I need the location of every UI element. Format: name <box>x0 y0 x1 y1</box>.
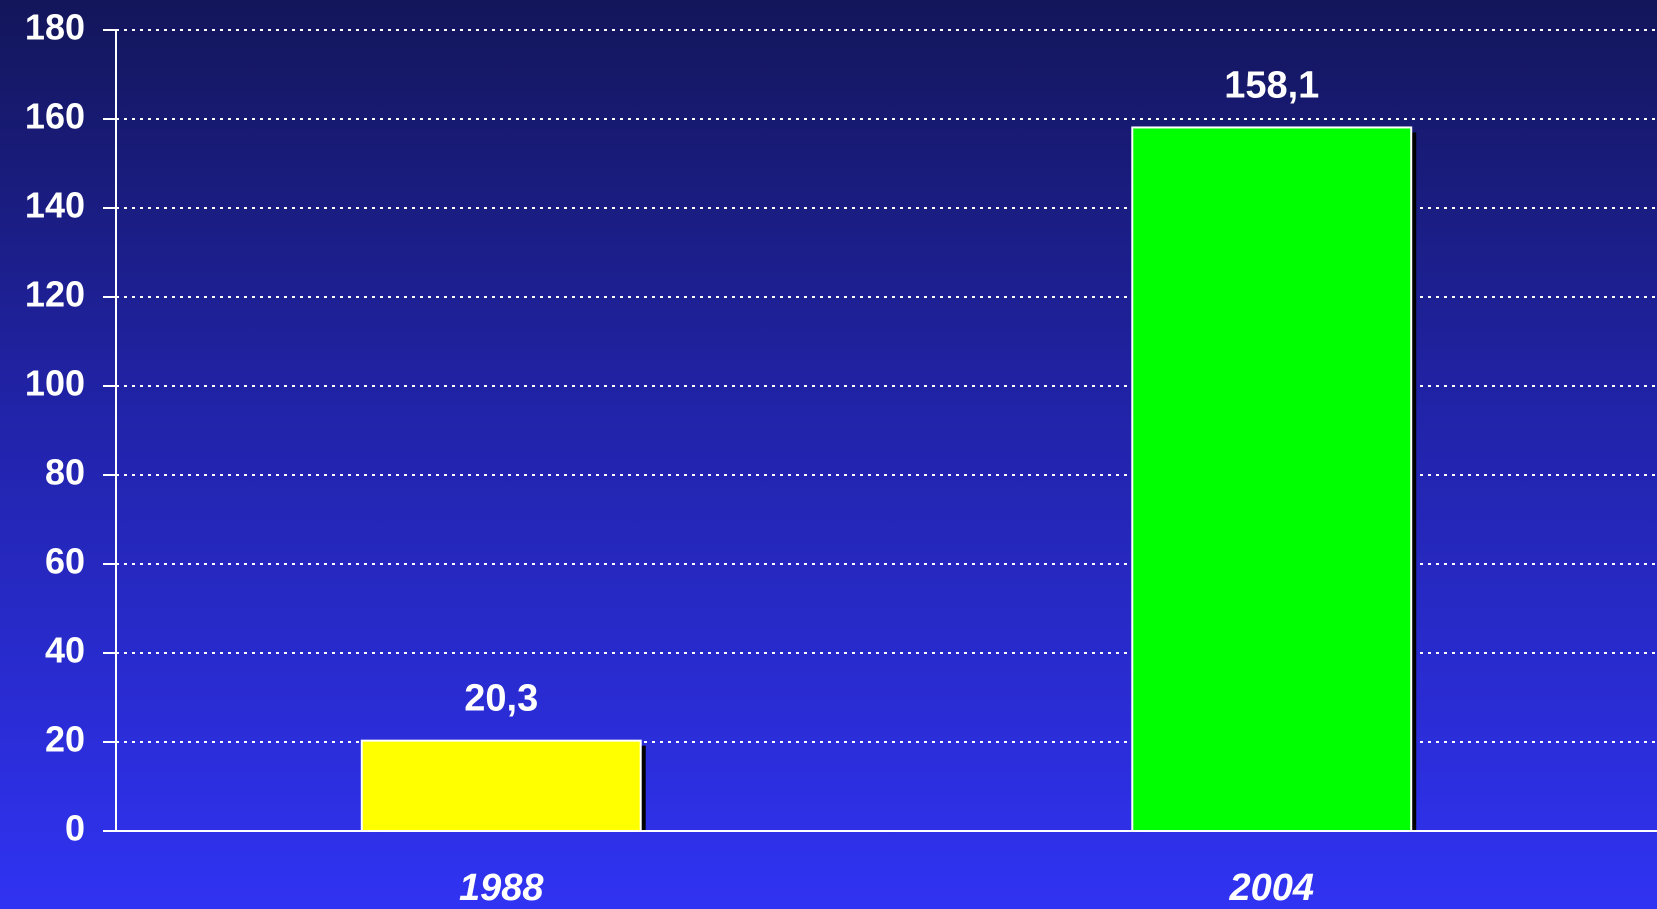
y-tick-label: 20 <box>45 719 85 760</box>
y-tick-label: 140 <box>25 185 85 226</box>
value-label: 158,1 <box>1224 64 1319 106</box>
y-tick-label: 80 <box>45 452 85 493</box>
bar <box>360 739 642 832</box>
y-tick-label: 160 <box>25 96 85 137</box>
y-tick-label: 120 <box>25 274 85 315</box>
y-tick-label: 60 <box>45 541 85 582</box>
value-label: 20,3 <box>464 678 538 720</box>
bar <box>1131 126 1413 832</box>
y-tick-label: 180 <box>25 7 85 48</box>
x-tick-label: 2004 <box>1228 867 1314 909</box>
y-tick-label: 40 <box>45 630 85 671</box>
x-tick-label: 1988 <box>459 867 544 909</box>
y-tick-label: 100 <box>25 363 85 404</box>
y-tick-label: 0 <box>65 808 85 849</box>
